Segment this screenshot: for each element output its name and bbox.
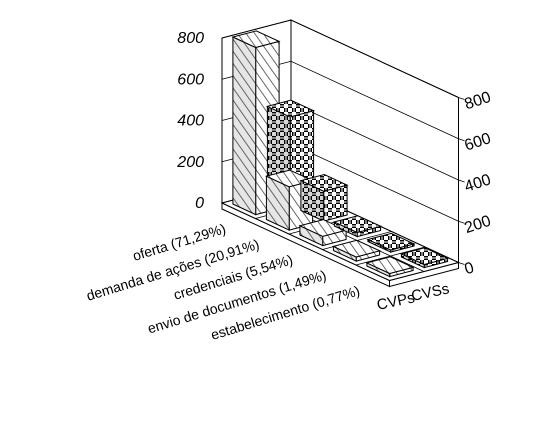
y-tick-label-left: 200 xyxy=(176,154,204,171)
y-tick-label-right: 800 xyxy=(462,89,493,113)
y-tick-label-right: 200 xyxy=(462,213,493,237)
bar-cvps-5 xyxy=(365,256,415,278)
y-tick-mark-right xyxy=(458,262,465,265)
bar-top-face xyxy=(399,247,450,266)
y-tick-label-left: 400 xyxy=(177,113,204,130)
bar-top-face xyxy=(231,30,281,49)
y-tick-mark-right xyxy=(458,97,465,100)
y-tick-label-right: 0 xyxy=(462,259,476,278)
bar-top-face xyxy=(331,239,382,258)
chart-bars xyxy=(231,30,450,278)
bar-cvps-3 xyxy=(298,219,348,247)
bar-top-face xyxy=(265,99,316,118)
bar-cvss-5 xyxy=(399,247,450,269)
bar-cvss-4 xyxy=(366,232,416,253)
bar-top-face xyxy=(332,215,383,234)
bar-cvss-3 xyxy=(332,215,383,238)
y-tick-mark-right xyxy=(458,138,465,142)
y-tick-label-right: 600 xyxy=(462,130,493,154)
bar-cvss-2 xyxy=(299,173,349,222)
y-tick-label-left: 800 xyxy=(177,30,204,47)
bar-top-face xyxy=(366,232,416,251)
bar-side-face xyxy=(232,36,257,216)
y-tick-mark-right xyxy=(458,220,465,224)
bar-top-face xyxy=(299,173,349,192)
y-tick-mark-right xyxy=(458,179,465,183)
y-tick-label-right: 400 xyxy=(462,171,493,195)
series-label: CVSs xyxy=(410,280,451,305)
y-tick-label-left: 0 xyxy=(195,195,204,212)
gridline xyxy=(221,19,459,98)
bar-cvps-4 xyxy=(331,239,382,262)
y-tick-label-left: 600 xyxy=(177,71,204,88)
bar-top-face xyxy=(365,256,415,275)
